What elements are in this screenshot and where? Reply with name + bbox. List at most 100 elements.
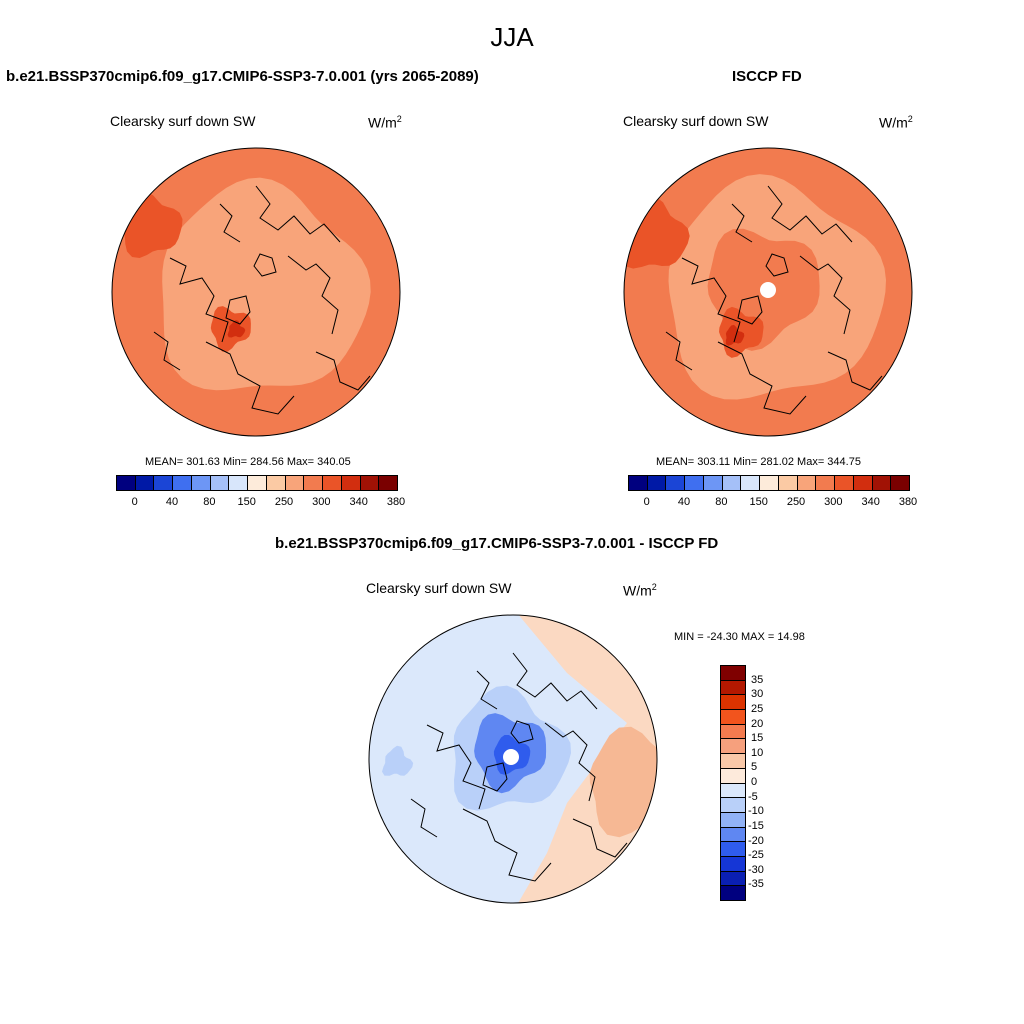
coastline	[665, 331, 693, 371]
colorbar-swatch	[721, 739, 745, 755]
colorbar-swatch	[647, 476, 667, 490]
colorbar-swatch	[721, 695, 745, 711]
colorbar-swatch	[721, 783, 745, 799]
coastline	[253, 253, 277, 277]
coastline	[681, 257, 741, 343]
colorbar-tick-label: 380	[898, 496, 918, 508]
panel2-stats: MEAN= 303.11 Min= 281.02 Max= 344.75	[656, 456, 861, 468]
coastline	[255, 185, 341, 243]
panel1-case-title: b.e21.BSSP370cmip6.f09_g17.CMIP6-SSP3-7.…	[6, 68, 479, 85]
map-field	[369, 615, 657, 903]
coastline	[219, 203, 241, 243]
panel2-colorbar	[628, 475, 910, 491]
colorbar-swatch	[135, 476, 155, 490]
coastline	[410, 798, 438, 838]
colorbar-tick-label: -15	[748, 819, 764, 832]
panel1-colorbar	[116, 475, 398, 491]
colorbar-tick-label: 80	[203, 496, 216, 508]
colorbar-swatch	[721, 768, 745, 784]
coastline	[731, 203, 753, 243]
colorbar-swatch	[760, 476, 779, 490]
panel2-units: W/m2	[879, 114, 913, 131]
colorbar-swatch	[721, 724, 745, 740]
colorbar-tick-label: 150	[237, 496, 256, 508]
colorbar-tick-label: 340	[349, 496, 368, 508]
panel2-colorbar-labels: 0 40 80 150 250 300 340 380	[628, 496, 918, 510]
panel2-polar-map	[623, 147, 913, 437]
coastline	[799, 255, 851, 335]
colorbar-swatch	[266, 476, 286, 490]
colorbar-swatch	[722, 476, 742, 490]
coastline	[767, 185, 853, 243]
colorbar-swatch	[685, 476, 704, 490]
colorbar-swatch	[229, 476, 249, 490]
panel2-case-title: ISCCP FD	[732, 68, 802, 85]
colorbar-tick-label: 300	[824, 496, 843, 508]
colorbar-swatch	[721, 827, 745, 843]
colorbar-tick-label: -5	[748, 790, 758, 803]
colorbar-tick-label: -25	[748, 849, 764, 862]
colorbar-tick-label: 10	[751, 746, 764, 759]
colorbar-tick-label: -30	[748, 863, 764, 876]
panel1-units: W/m2	[368, 114, 402, 131]
colorbar-tick-label: 30	[751, 688, 764, 701]
colorbar-swatch	[721, 856, 745, 872]
colorbar-tick-label: 0	[751, 776, 758, 788]
colorbar-swatch	[304, 476, 324, 490]
coastline	[153, 331, 181, 371]
coastline	[765, 253, 789, 277]
colorbar-swatch	[721, 886, 745, 900]
pole-hole	[760, 282, 776, 298]
colorbar-tick-label: 25	[751, 702, 764, 715]
colorbar-swatch	[721, 666, 745, 681]
colorbar-swatch	[360, 476, 380, 490]
field-region	[725, 324, 745, 346]
colorbar-swatch	[285, 476, 305, 490]
panel1-variable-label: Clearsky surf down SW	[110, 113, 256, 129]
colorbar-swatch	[666, 476, 686, 490]
colorbar-swatch	[154, 476, 174, 490]
coastline	[737, 295, 763, 325]
colorbar-tick-label: 340	[861, 496, 880, 508]
colorbar-swatch	[341, 476, 361, 490]
map-boundary	[368, 614, 658, 904]
pole-hole	[503, 749, 519, 765]
field-region	[227, 320, 246, 338]
panel3-units: W/m2	[623, 582, 657, 599]
panel3-colorbar-labels: 35 30 25 20 15 10 5 0 -5 -10 -15 -20 -25 -30 -35	[748, 665, 791, 899]
colorbar-swatch	[721, 710, 745, 725]
colorbar-swatch	[741, 476, 761, 490]
colorbar-tick-label: 250	[274, 496, 294, 508]
coastline	[717, 341, 807, 415]
colorbar-swatch	[835, 476, 854, 490]
panel1-colorbar-labels: 0 40 80 150 250 300 340 380	[116, 496, 406, 510]
colorbar-swatch	[721, 680, 745, 696]
field-region	[589, 726, 657, 838]
coastline	[315, 351, 371, 391]
coastline	[169, 257, 229, 343]
colorbar-tick-label: 40	[677, 496, 691, 508]
field-region	[382, 745, 414, 776]
colorbar-tick-label: 40	[165, 496, 179, 508]
panel3-polar-map	[368, 614, 658, 904]
colorbar-swatch	[323, 476, 342, 490]
colorbar-tick-label: 5	[751, 761, 758, 774]
coastline	[462, 808, 552, 882]
colorbar-tick-label: -10	[748, 805, 764, 818]
colorbar-swatch	[816, 476, 836, 490]
colorbar-swatch	[721, 754, 745, 769]
panel3-case-title: b.e21.BSSP370cmip6.f09_g17.CMIP6-SSP3-7.…	[275, 535, 719, 552]
colorbar-swatch	[379, 476, 398, 490]
colorbar-tick-label: 300	[312, 496, 331, 508]
panel3-colorbar	[720, 665, 746, 901]
colorbar-tick-label: -35	[748, 878, 764, 891]
map-boundary	[623, 147, 913, 437]
colorbar-tick-label: 0	[131, 496, 138, 508]
colorbar-swatch	[797, 476, 817, 490]
colorbar-swatch	[721, 842, 745, 857]
colorbar-swatch	[117, 476, 136, 490]
panel3-variable-label: Clearsky surf down SW	[366, 580, 512, 596]
colorbar-swatch	[853, 476, 873, 490]
colorbar-tick-label: 80	[715, 496, 728, 508]
colorbar-swatch	[210, 476, 230, 490]
